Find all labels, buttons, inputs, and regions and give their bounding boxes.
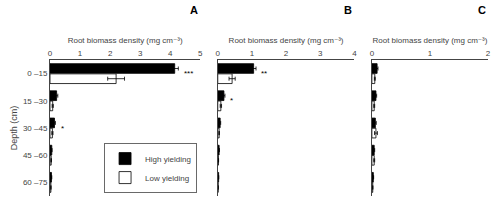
- svg-text:Low yielding: Low yielding: [145, 174, 189, 183]
- svg-text:60 –75: 60 –75: [23, 178, 48, 187]
- svg-text:***: ***: [184, 69, 193, 78]
- svg-text:High yielding: High yielding: [145, 155, 191, 164]
- svg-text:0: 0: [216, 49, 221, 58]
- svg-text:2: 2: [284, 49, 289, 58]
- svg-text:15 –30: 15 –30: [23, 97, 48, 106]
- svg-text:3: 3: [318, 49, 323, 58]
- svg-text:*: *: [61, 124, 64, 133]
- svg-text:0: 0: [48, 49, 53, 58]
- svg-text:Root biomass density (mg cm⁻³): Root biomass density (mg cm⁻³): [68, 36, 183, 45]
- svg-text:2: 2: [486, 49, 491, 58]
- svg-text:4: 4: [168, 49, 173, 58]
- svg-text:B: B: [344, 4, 352, 16]
- svg-text:1: 1: [78, 49, 83, 58]
- svg-text:C: C: [478, 4, 486, 16]
- svg-text:0: 0: [370, 49, 375, 58]
- svg-text:30 –45: 30 –45: [23, 124, 48, 133]
- svg-text:5: 5: [198, 49, 203, 58]
- svg-text:Root biomass density (mg cm⁻³): Root biomass density (mg cm⁻³): [372, 36, 487, 45]
- svg-text:Depth (cm): Depth (cm): [9, 106, 19, 151]
- svg-text:4: 4: [352, 49, 357, 58]
- svg-text:*: *: [230, 96, 233, 105]
- svg-text:A: A: [190, 4, 198, 16]
- svg-text:0 –15: 0 –15: [27, 69, 48, 78]
- svg-text:**: **: [261, 69, 267, 78]
- svg-text:3: 3: [138, 49, 143, 58]
- svg-text:1: 1: [250, 49, 255, 58]
- svg-text:1: 1: [428, 49, 433, 58]
- svg-text:Root biomass density (mg cm⁻³): Root biomass density (mg cm⁻³): [229, 36, 344, 45]
- svg-text:2: 2: [108, 49, 113, 58]
- svg-text:45 –60: 45 –60: [23, 151, 48, 160]
